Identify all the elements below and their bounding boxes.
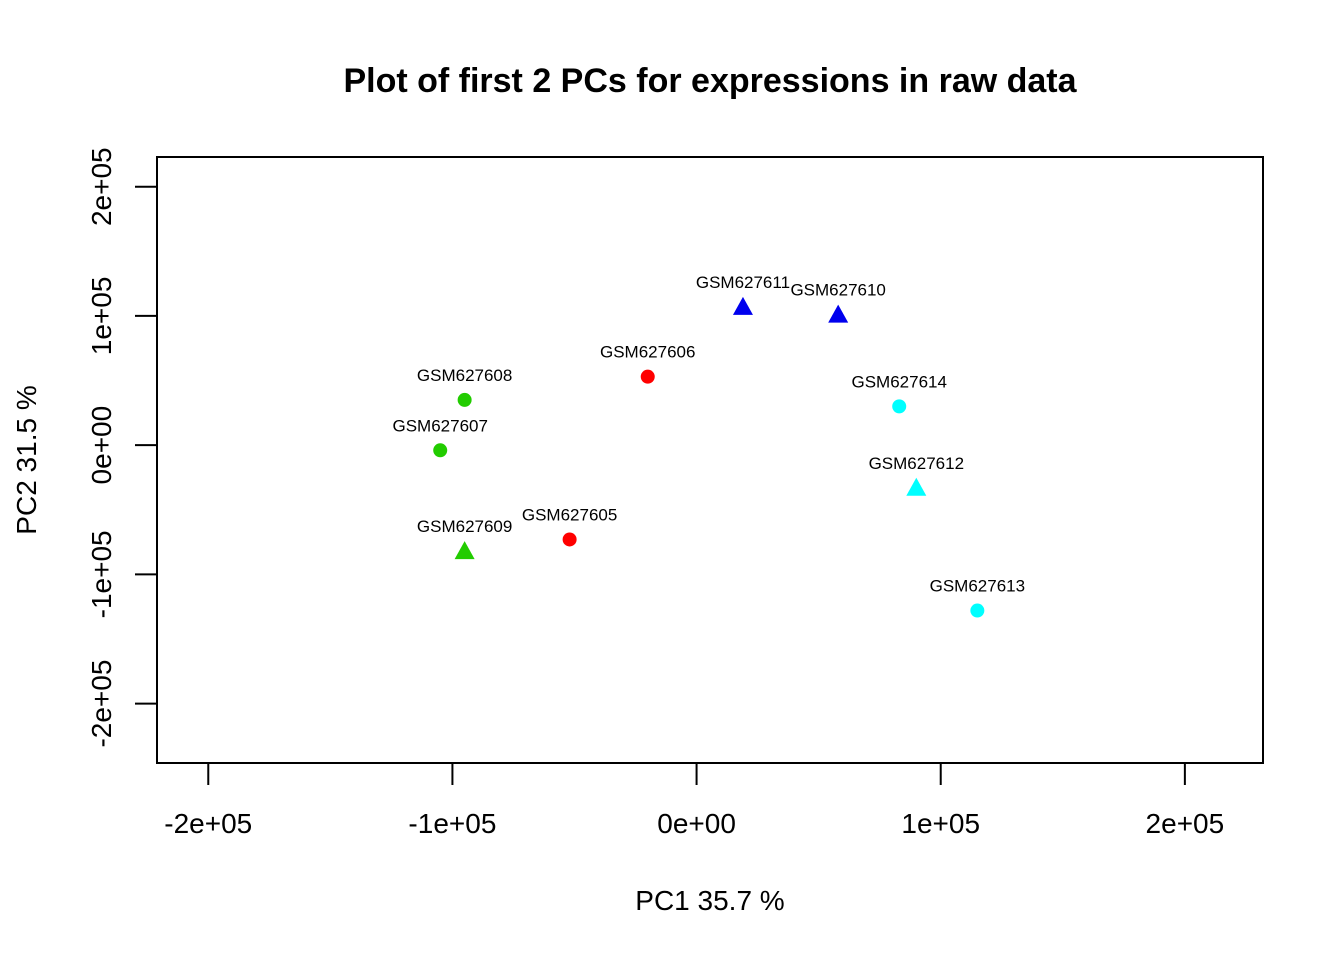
x-tick-label: 2e+05	[1146, 808, 1225, 839]
data-point-triangle	[732, 296, 753, 315]
y-tick-label: 0e+00	[86, 406, 117, 485]
point-label: GSM627610	[790, 281, 885, 300]
y-tick-label: 2e+05	[86, 147, 117, 226]
x-axis-title: PC1 35.7 %	[635, 885, 784, 916]
y-tick-label: -1e+05	[86, 530, 117, 618]
data-point-circle	[970, 603, 985, 618]
data-point-circle	[562, 532, 577, 547]
x-tick-label: 0e+00	[657, 808, 736, 839]
point-label: GSM627608	[417, 366, 512, 385]
data-point-triangle	[906, 477, 927, 496]
point-label: GSM627609	[417, 517, 512, 536]
point-label: GSM627606	[600, 343, 695, 362]
data-point-circle	[892, 399, 907, 414]
point-label: GSM627607	[392, 416, 487, 435]
x-tick-label: 1e+05	[901, 808, 980, 839]
data-point-circle	[433, 443, 448, 458]
point-label: GSM627611	[696, 273, 790, 292]
y-tick-label: -2e+05	[86, 660, 117, 748]
data-point-triangle	[454, 541, 475, 560]
x-tick-label: -1e+05	[408, 808, 496, 839]
x-tick-label: -2e+05	[164, 808, 252, 839]
x-axis: -2e+05 -1e+05 0e+00 1e+05 2e+05	[164, 762, 1225, 839]
data-points: GSM627605 GSM627606 GSM627607 GSM627608 GSM6…	[392, 273, 1025, 618]
y-axis-title: PC2 31.5 %	[11, 385, 42, 534]
plot-frame	[156, 156, 1264, 764]
point-label: GSM627614	[851, 372, 946, 391]
chart-title: Plot of first 2 PCs for expressions in r…	[343, 62, 1077, 100]
y-axis: -2e+05 -1e+05 0e+00 1e+05 2e+05	[86, 147, 158, 748]
data-point-circle	[640, 369, 655, 384]
y-tick-label: 1e+05	[86, 277, 117, 356]
point-label: GSM627612	[869, 454, 964, 473]
point-label: GSM627613	[930, 577, 1025, 596]
point-label: GSM627605	[522, 505, 617, 524]
data-point-circle	[457, 392, 472, 407]
data-point-triangle	[828, 304, 849, 323]
